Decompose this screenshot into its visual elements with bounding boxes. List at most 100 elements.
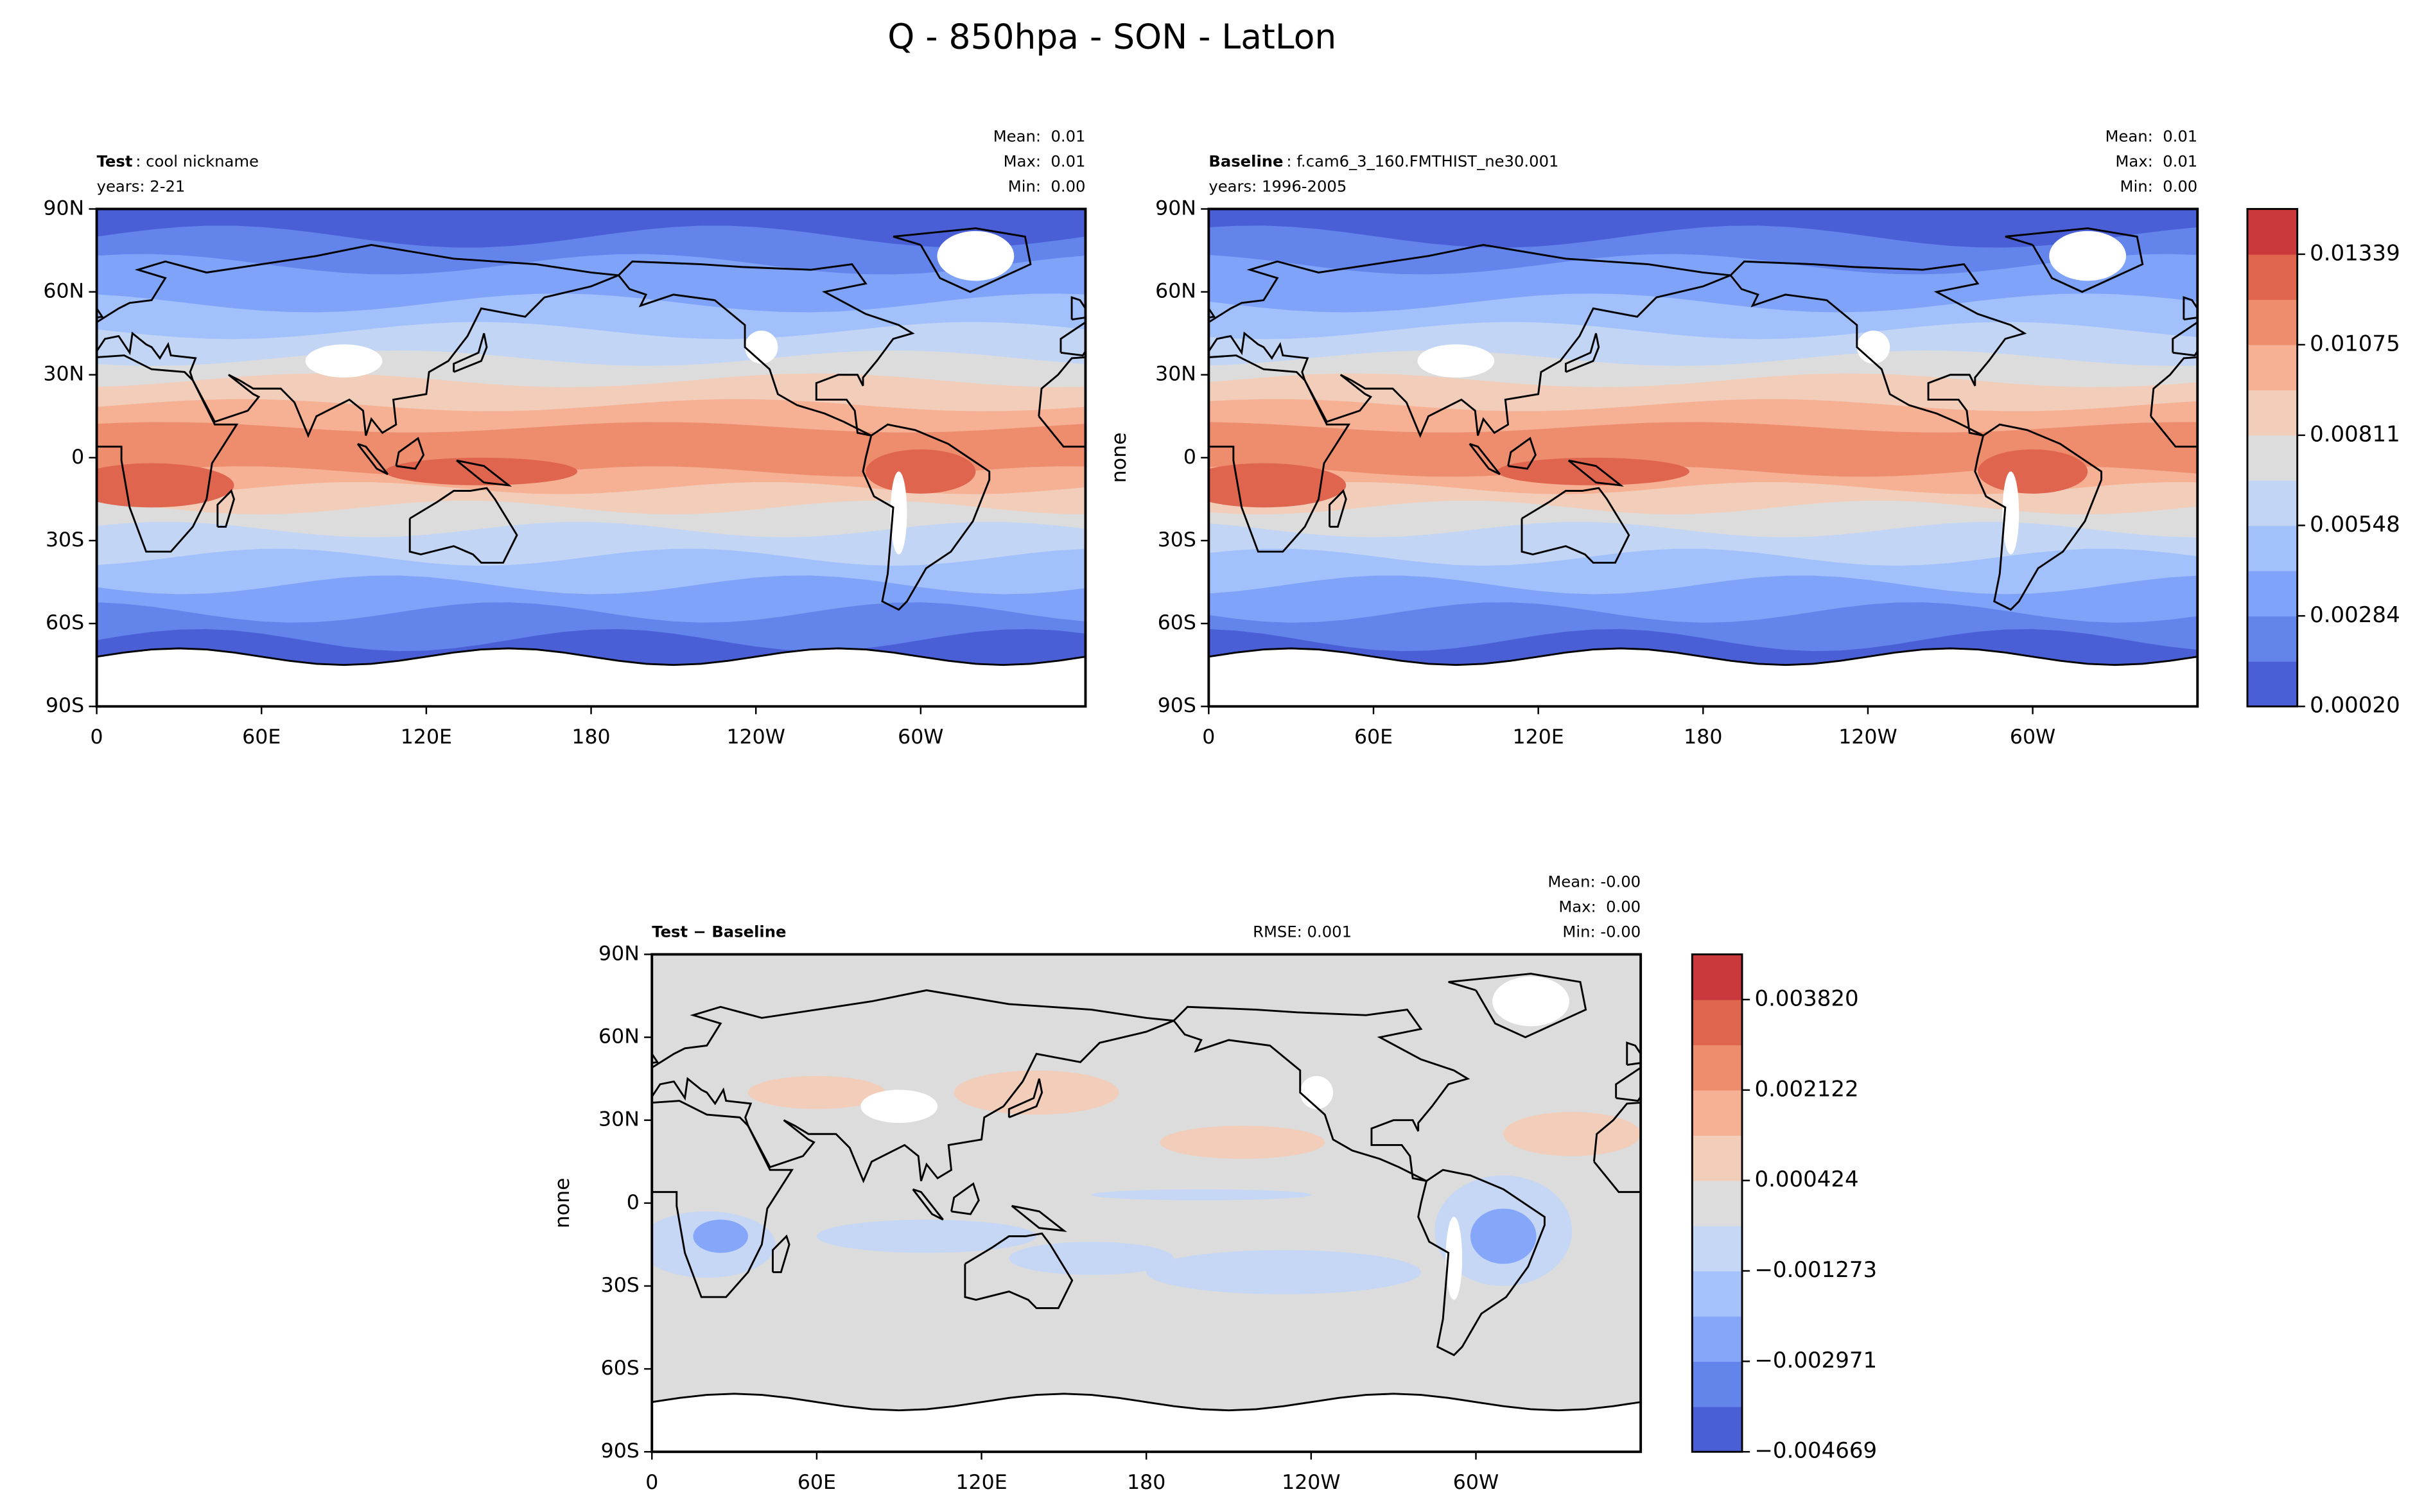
y-tick-label: 90N <box>1155 196 1196 220</box>
field-peak <box>96 463 234 508</box>
coastline <box>1208 354 1351 553</box>
terrain-mask <box>1300 1075 1334 1109</box>
stat-line: Max: 0.01 <box>2115 152 2197 171</box>
coastline <box>1507 437 1537 470</box>
x-tick-label: 120W <box>726 726 785 749</box>
y-tick-label: 60N <box>598 1025 640 1048</box>
case-label: Test <box>97 152 133 171</box>
coastline <box>964 1232 1074 1309</box>
case-label: Baseline <box>1208 152 1283 171</box>
y-axis-label: none <box>551 1177 574 1228</box>
field-patch <box>1470 1208 1537 1264</box>
field-patch <box>693 1219 748 1253</box>
colorbar-swatch <box>2247 525 2298 571</box>
coastline <box>1208 647 2198 666</box>
colorbar-tick-label: 0.00284 <box>2310 602 2400 628</box>
coastline <box>893 227 1032 293</box>
colorbar-swatch <box>1692 1045 1743 1091</box>
coastline <box>1729 260 2027 437</box>
terrain-mask <box>305 344 383 378</box>
colorbar-swatch <box>2247 435 2298 481</box>
x-tick-label: 120E <box>1513 726 1564 749</box>
field-peak <box>1978 449 2088 494</box>
terrain-mask <box>860 1090 938 1124</box>
y-tick-label: 30S <box>1158 528 1196 552</box>
y-axis-label: none <box>1108 432 1131 483</box>
coastline <box>2000 1206 2052 1231</box>
field-peak <box>1497 457 1689 485</box>
y-tick-label: 30N <box>1155 363 1196 386</box>
stat-line: Min: 0.00 <box>2120 177 2198 195</box>
y-tick-label: 90S <box>46 694 84 717</box>
y-tick-label: 30S <box>601 1274 640 1297</box>
coastline <box>1974 423 2102 611</box>
x-tick-label: 60E <box>242 726 281 749</box>
coastline <box>652 1100 794 1298</box>
colorbar-swatch <box>2247 209 2298 255</box>
case-header: Test − Baseline <box>652 922 786 941</box>
y-tick-label: 60S <box>1158 611 1196 634</box>
terrain-mask <box>745 330 778 364</box>
coastline <box>950 1182 980 1215</box>
x-tick-label: 120W <box>1282 1471 1340 1494</box>
field-band <box>96 422 1086 477</box>
coastline <box>453 333 488 373</box>
x-tick-label: 0 <box>645 1471 658 1494</box>
colorbar-swatch <box>1692 999 1743 1046</box>
antarctica-mask <box>652 1393 1641 1452</box>
y-tick-label: 90S <box>601 1439 640 1463</box>
terrain-mask <box>2049 230 2127 281</box>
case-years: years: 1996-2005 <box>1208 177 1347 195</box>
coastline <box>1208 243 1731 439</box>
colorbar-tick-label: 0.00811 <box>2310 421 2400 447</box>
colorbar-swatch <box>2247 390 2298 436</box>
colorbar-swatch <box>1692 1135 1743 1181</box>
colorbar-swatch <box>2247 344 2298 390</box>
stat-line: Min: 0.00 <box>1008 177 1086 195</box>
coastline <box>1521 487 1630 564</box>
y-tick-label: 60S <box>601 1357 640 1380</box>
y-tick-label: 0 <box>1183 446 1196 469</box>
field-patch <box>747 1075 885 1109</box>
colorbar-swatch <box>1692 1271 1743 1317</box>
coastline <box>652 1393 1641 1412</box>
x-tick-label: 60E <box>798 1471 836 1494</box>
field-patch <box>1160 1125 1325 1159</box>
x-tick-label: 120E <box>955 1471 1007 1494</box>
coastline <box>1417 1169 1546 1357</box>
colorbar-tick-label: 0.002122 <box>1754 1076 1858 1102</box>
coastline <box>862 423 991 611</box>
stat-line: Min: -0.00 <box>1562 922 1641 941</box>
field-patch <box>816 1219 1037 1253</box>
coastline <box>1592 1101 1641 1194</box>
colorbar-tick-label: 0.003820 <box>1754 986 1858 1011</box>
coastline <box>1038 356 1086 448</box>
coastline <box>1954 1233 2061 1308</box>
field-patch <box>1091 1189 1311 1201</box>
y-tick-label: 0 <box>71 446 84 469</box>
x-tick-label: 180 <box>1127 1471 1165 1494</box>
x-tick-label: 0 <box>91 726 103 749</box>
coastline <box>408 487 518 564</box>
antarctica-mask <box>1208 648 2198 707</box>
coastline <box>772 1234 790 1273</box>
colorbar-tick-label: −0.001273 <box>1754 1257 1877 1283</box>
colorbar-frame <box>2246 208 2299 708</box>
coastline <box>912 1188 944 1221</box>
colorbar-swatch <box>2247 616 2298 662</box>
case-header: Test: cool nickname <box>97 152 259 171</box>
coastline <box>1940 1184 1967 1214</box>
colorbar-swatch <box>1692 1406 1743 1452</box>
x-tick-label: 60W <box>898 726 943 749</box>
map-field <box>1208 209 2198 707</box>
x-tick-label: 180 <box>571 726 610 749</box>
coastline <box>1567 459 1624 487</box>
y-tick-label: 90N <box>43 196 84 220</box>
case-name: : f.cam6_3_160.FMTHIST_ne30.001 <box>1286 152 1558 171</box>
colorbar-tick-label: 0.00548 <box>2310 512 2400 537</box>
coastline <box>652 989 1174 1184</box>
colorbar-swatch <box>1692 954 1743 1000</box>
y-tick-label: 30N <box>598 1108 640 1131</box>
y-tick-label: 60S <box>46 611 84 634</box>
